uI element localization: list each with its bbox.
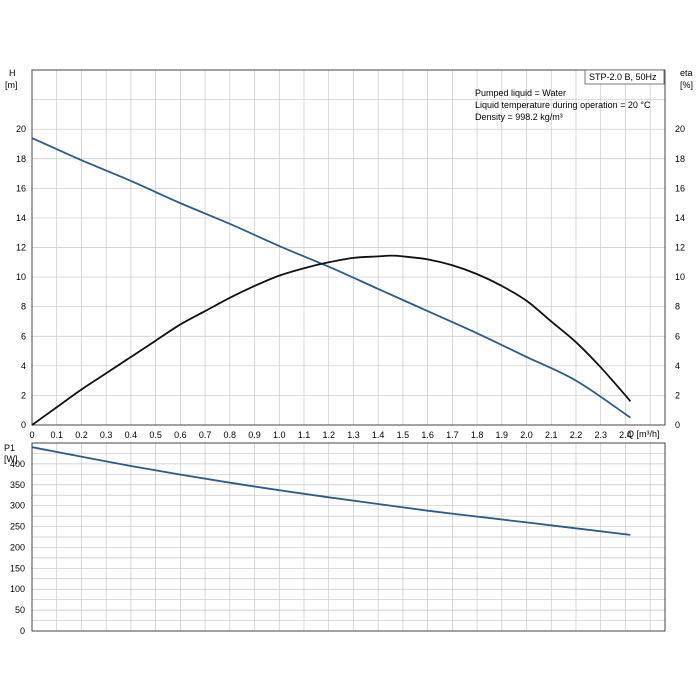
p1-tick-label: 400 — [10, 459, 25, 469]
h-tick-label: 6 — [21, 331, 26, 341]
top-chart-grid — [31, 69, 665, 426]
bottom-chart-frame — [31, 442, 666, 632]
h-tick-label: 2 — [21, 390, 26, 400]
eta-tick-label: 18 — [675, 154, 685, 164]
p1-tick-label: 150 — [10, 563, 25, 573]
eta-tick-label: 14 — [675, 213, 685, 223]
x-tick-label: 2.1 — [545, 430, 558, 440]
eta-tick-label: 12 — [675, 243, 685, 253]
note-pumped-liquid: Pumped liquid = Water — [475, 88, 566, 98]
x-tick-label: 2.4 — [619, 430, 632, 440]
tick-labels: 0 0.1 0.2 0.3 0.4 0.5 0.6 0.7 0.8 0.9 1.0 1.1 1.2 1.3… — [10, 124, 685, 636]
efficiency-curve-line — [31, 254, 632, 426]
x-tick-label: 1.8 — [471, 430, 484, 440]
head-curve-line — [31, 137, 631, 419]
x-tick-label: 1.2 — [322, 430, 335, 440]
x-tick-label: 0.7 — [199, 430, 212, 440]
h-tick-label: 18 — [16, 154, 26, 164]
x-tick-label: 0.4 — [125, 430, 138, 440]
eta-tick-label: 8 — [675, 302, 680, 312]
x-tick-label: 0.1 — [50, 430, 63, 440]
note-liquid-temperature: Liquid temperature during operation = 20… — [475, 100, 651, 110]
h-tick-label: 10 — [16, 272, 26, 282]
power-curve-line — [31, 446, 631, 536]
top-chart-frame — [31, 69, 666, 426]
x-tick-label: 0.2 — [75, 430, 88, 440]
eta-tick-label: 20 — [675, 124, 685, 134]
p1-tick-label: 50 — [15, 605, 25, 615]
x-tick-label: 0.3 — [100, 430, 113, 440]
x-tick-label: 0 — [29, 430, 34, 440]
x-tick-label: 1.3 — [347, 430, 360, 440]
x-tick-label: 0.5 — [149, 430, 162, 440]
p1-tick-label: 100 — [10, 584, 25, 594]
eta-axis-label: eta — [680, 68, 693, 78]
eta-tick-label: 6 — [675, 331, 680, 341]
eta-tick-label: 10 — [675, 272, 685, 282]
x-tick-label: 1.9 — [496, 430, 509, 440]
x-tick-label: 1.4 — [372, 430, 385, 440]
p1-tick-label: 350 — [10, 480, 25, 490]
x-tick-label: 1.5 — [397, 430, 410, 440]
x-tick-label: 1.0 — [273, 430, 286, 440]
x-tick-label: 1.1 — [298, 430, 311, 440]
x-tick-label: 2.2 — [570, 430, 583, 440]
p1-tick-label: 0 — [20, 626, 25, 636]
data-series — [31, 137, 632, 536]
p1-tick-label: 300 — [10, 501, 25, 511]
note-density: Density = 998.2 kg/m³ — [475, 112, 563, 122]
h-tick-label: 8 — [21, 302, 26, 312]
h-axis-label: H — [9, 68, 16, 78]
h-axis-unit: [m] — [5, 80, 18, 90]
p1-axis-unit: [W] — [4, 454, 18, 464]
eta-tick-label: 2 — [675, 390, 680, 400]
p1-axis-label: P1 — [4, 443, 15, 453]
x-tick-label: 0.9 — [248, 430, 261, 440]
eta-axis-unit: [%] — [680, 80, 693, 90]
x-tick-label: 1.7 — [446, 430, 459, 440]
bottom-chart-grid — [31, 442, 665, 632]
x-tick-label: 1.6 — [421, 430, 434, 440]
h-tick-label: 12 — [16, 243, 26, 253]
h-tick-label: 0 — [21, 420, 26, 430]
h-tick-label: 16 — [16, 183, 26, 193]
q-axis-label: Q [m³/h] — [627, 429, 660, 439]
x-tick-label: 0.6 — [174, 430, 187, 440]
p1-tick-label: 250 — [10, 522, 25, 532]
h-tick-label: 4 — [21, 361, 26, 371]
eta-tick-label: 16 — [675, 183, 685, 193]
chart-frames — [31, 69, 666, 632]
model-label: STP-2.0 B, 50Hz — [589, 72, 657, 82]
h-tick-label: 20 — [16, 124, 26, 134]
eta-tick-label: 0 — [675, 420, 680, 430]
x-tick-label: 2.3 — [594, 430, 607, 440]
model-label-box — [584, 69, 665, 85]
h-tick-label: 14 — [16, 213, 26, 223]
x-tick-label: 0.8 — [224, 430, 237, 440]
p1-tick-label: 200 — [10, 542, 25, 552]
eta-tick-label: 4 — [675, 361, 680, 371]
x-tick-label: 2.0 — [520, 430, 533, 440]
